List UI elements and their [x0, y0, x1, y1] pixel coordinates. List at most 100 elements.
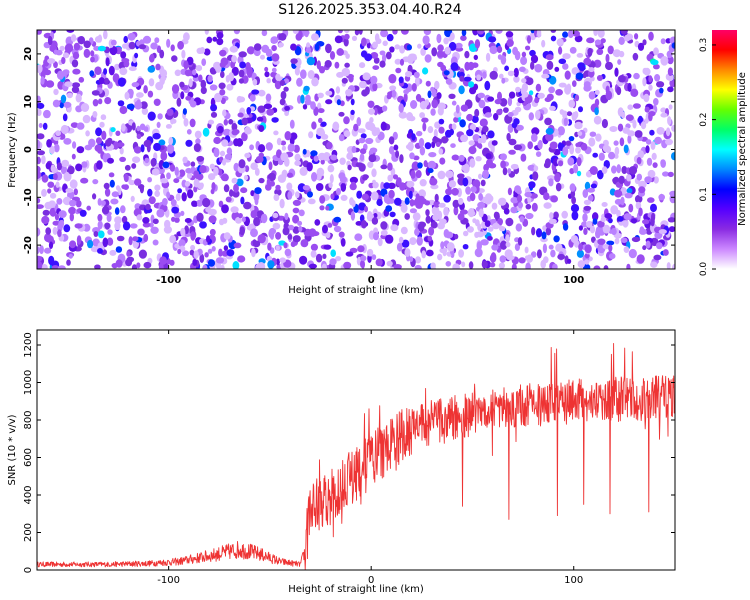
heatmap-cell [154, 37, 160, 44]
heatmap-cell [534, 97, 540, 104]
heatmap-x-tick-label: -100 [156, 275, 181, 286]
heatmap-cell [182, 250, 190, 257]
heatmap-cell [90, 50, 95, 57]
heatmap-cell [469, 123, 477, 131]
snr-y-tick-label: 200 [23, 523, 34, 542]
heatmap-cell [123, 184, 129, 191]
heatmap-cell [567, 157, 575, 166]
heatmap-cell [54, 143, 60, 153]
heatmap-cell [350, 98, 355, 106]
heatmap-cell [549, 105, 556, 111]
heatmap-cell [432, 214, 439, 221]
heatmap-cell [185, 167, 193, 174]
heatmap-cell [535, 110, 541, 120]
heatmap-x-ticks: -100 0 100 [156, 30, 584, 286]
heatmap-cell [233, 138, 240, 147]
heatmap-cell [578, 243, 583, 252]
heatmap-cell [665, 138, 673, 146]
heatmap-cell [401, 239, 410, 248]
heatmap-cell [110, 198, 119, 205]
heatmap-cell [199, 165, 207, 174]
heatmap-cell [350, 109, 355, 115]
heatmap-cell [186, 129, 192, 135]
heatmap-cell [461, 261, 466, 268]
heatmap-cell [199, 221, 207, 229]
heatmap-cell [64, 81, 73, 88]
heatmap-cell [638, 186, 646, 194]
heatmap-cell [572, 30, 581, 37]
heatmap-cell [409, 208, 417, 214]
heatmap-cell [94, 66, 102, 75]
heatmap-cell [48, 200, 56, 208]
heatmap-cell [537, 92, 545, 99]
heatmap-cell [253, 43, 262, 51]
heatmap-cell [476, 74, 481, 81]
heatmap-cell [347, 164, 352, 171]
heatmap-cell [662, 249, 669, 256]
heatmap-cell [458, 154, 465, 162]
heatmap-cell [300, 94, 305, 104]
heatmap-cell [330, 193, 335, 200]
heatmap-cell [171, 206, 179, 214]
heatmap-cell [201, 58, 207, 66]
heatmap-cell [320, 121, 327, 127]
heatmap-cell [529, 49, 536, 57]
heatmap-cell [436, 92, 442, 100]
heatmap-cell [238, 159, 246, 169]
heatmap-cell [119, 147, 124, 155]
heatmap-cell [633, 72, 640, 80]
heatmap-cell [253, 216, 260, 227]
heatmap-cell [608, 217, 613, 224]
heatmap-cell [249, 144, 255, 151]
heatmap-cell [193, 250, 199, 259]
heatmap-cell [171, 55, 178, 62]
heatmap-cell [586, 220, 593, 228]
heatmap-cell [112, 73, 120, 83]
heatmap-cell [341, 67, 350, 77]
heatmap-cell [410, 170, 416, 179]
heatmap-cell [136, 99, 141, 108]
heatmap-cell [196, 212, 204, 222]
heatmap-cell [582, 189, 589, 198]
heatmap-cell [525, 77, 534, 86]
heatmap-cell [307, 70, 315, 79]
heatmap-cell [220, 70, 225, 79]
heatmap-cell [168, 136, 174, 145]
heatmap-cell [166, 108, 174, 116]
heatmap-cell [143, 261, 152, 269]
heatmap-cell [387, 162, 393, 171]
heatmap-cell [646, 157, 653, 166]
heatmap-cell [123, 60, 130, 68]
heatmap-cell [656, 81, 665, 88]
heatmap-cell [182, 108, 187, 115]
heatmap-cell [182, 156, 188, 164]
heatmap-cell [360, 255, 367, 262]
heatmap-cell [514, 106, 522, 113]
heatmap-cell [298, 225, 303, 233]
heatmap-cell [243, 174, 249, 181]
heatmap-cell [478, 208, 484, 218]
heatmap-cell [156, 208, 165, 218]
heatmap-cell [105, 57, 110, 67]
heatmap-cell [302, 185, 310, 191]
heatmap-cell [567, 30, 574, 39]
heatmap-cell [468, 140, 475, 146]
heatmap-cell [386, 260, 393, 267]
heatmap-cell [340, 238, 346, 247]
heatmap-cell [298, 30, 303, 40]
heatmap-cell [71, 86, 80, 94]
heatmap-cell [558, 58, 567, 65]
heatmap-cell [63, 138, 72, 145]
heatmap-cell [147, 188, 153, 197]
heatmap-cell [521, 83, 529, 93]
heatmap-cell [575, 146, 581, 154]
heatmap-cell [385, 205, 393, 212]
heatmap-cell [174, 166, 179, 176]
heatmap-cell [660, 112, 668, 118]
heatmap-cell [87, 239, 94, 249]
heatmap-cell [212, 36, 218, 42]
heatmap-cell [75, 200, 82, 208]
heatmap-cell [552, 263, 558, 269]
heatmap-cell [180, 227, 186, 237]
heatmap-cell [643, 93, 650, 103]
